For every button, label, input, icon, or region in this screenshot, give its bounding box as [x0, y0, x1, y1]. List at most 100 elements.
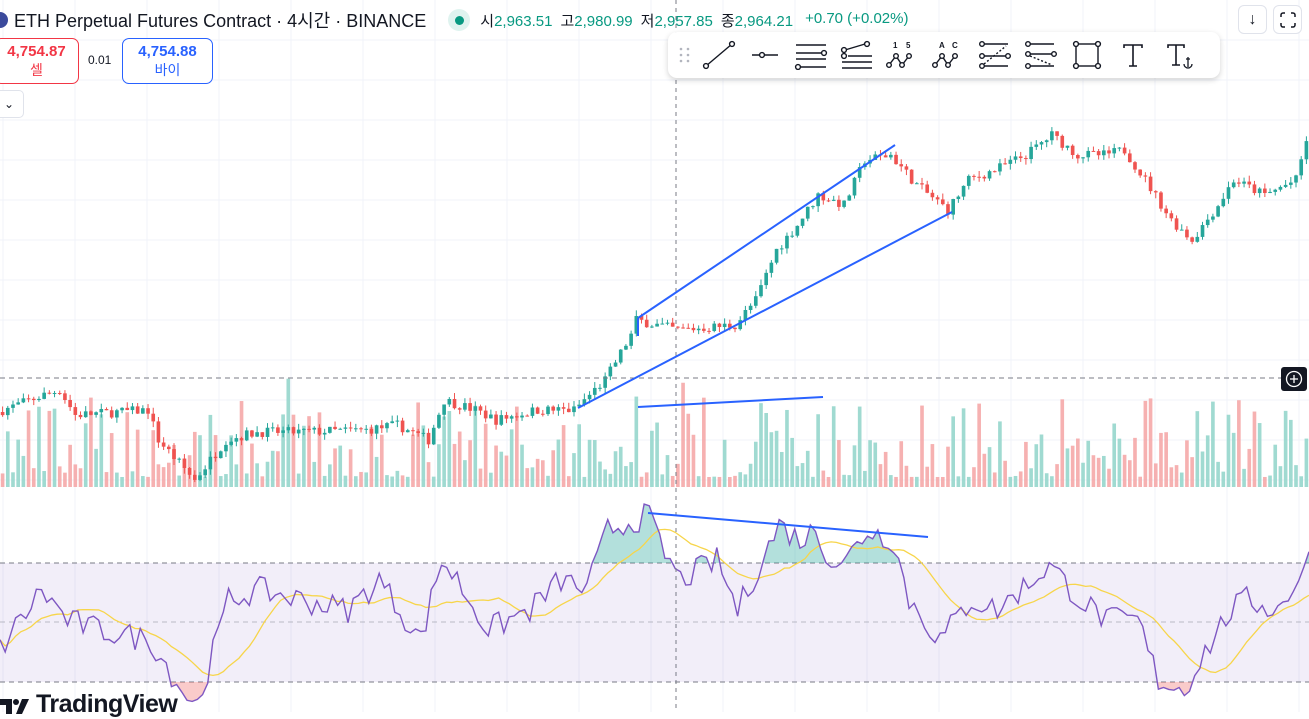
candle [426, 432, 431, 445]
drag-handle-icon[interactable] [674, 40, 696, 70]
candle [457, 408, 462, 410]
candle [556, 407, 561, 411]
volume-bar [1195, 411, 1200, 487]
sell-button[interactable]: 4,754.87 셀 [0, 38, 79, 84]
candle [925, 184, 930, 193]
volume-bar [1289, 419, 1293, 487]
collapse-button[interactable]: ⌄ [0, 90, 24, 118]
tool-text[interactable] [1110, 35, 1156, 75]
volume-bar [374, 456, 379, 487]
candle [728, 323, 732, 328]
tool-fib-retracement[interactable] [972, 35, 1018, 75]
rsi-divergence-line[interactable] [647, 512, 929, 538]
volume-bar [317, 412, 322, 487]
tool-horizontal-ray[interactable] [742, 35, 788, 75]
volume-bar [535, 458, 540, 487]
tradingview-logo[interactable]: TradingView [0, 690, 178, 719]
volume-bar [1091, 455, 1096, 487]
candle [359, 428, 363, 430]
volume-trend-line[interactable] [637, 396, 824, 408]
volume-bar [852, 445, 857, 487]
symbol-title[interactable]: ETH Perpetual Futures Contract · 4시간 · B… [14, 11, 427, 31]
open-label: 시 [480, 12, 495, 30]
fullscreen-button[interactable] [1273, 5, 1302, 34]
candle [759, 285, 763, 297]
rsi-background-band [0, 563, 1309, 682]
candle [774, 248, 779, 263]
volume-bar [411, 434, 415, 487]
candle [431, 427, 436, 445]
tool-rectangle[interactable] [1064, 35, 1110, 75]
candle [1076, 155, 1080, 159]
tool-fib-extension[interactable] [1018, 35, 1064, 75]
volume-bar [546, 475, 550, 487]
candle [613, 362, 618, 367]
volume-bar [11, 472, 15, 487]
tool-trend-line[interactable] [696, 35, 742, 75]
quantity[interactable]: 0.01 [88, 53, 112, 67]
tool-parallel-channel[interactable] [788, 35, 834, 75]
scroll-down-button[interactable]: ↓ [1238, 5, 1267, 34]
candle [63, 393, 67, 401]
regression-trend-icon [840, 40, 872, 69]
volume-bar [141, 476, 145, 487]
tool-anchored-text[interactable] [1156, 35, 1202, 75]
candle [1003, 163, 1007, 165]
candle [889, 154, 893, 158]
volume-bar [889, 475, 893, 487]
volume-bar [405, 476, 410, 487]
tool-regression-trend[interactable] [834, 35, 880, 75]
volume-bar [431, 476, 436, 487]
channel-upper-line[interactable] [637, 144, 896, 319]
volume-bar [904, 465, 909, 487]
volume-bar [1190, 457, 1194, 487]
volume-bar [774, 430, 779, 487]
volume-bar [587, 439, 592, 487]
candle [1086, 150, 1091, 158]
candle [1195, 236, 1200, 242]
candle [842, 200, 846, 207]
candle [1039, 142, 1044, 145]
volume-bar [722, 439, 727, 487]
volume-bar [21, 455, 26, 487]
volume-bar [1029, 468, 1033, 487]
candle [837, 199, 841, 207]
volume-bar [676, 463, 680, 487]
candle [1247, 181, 1252, 185]
candle [618, 349, 623, 363]
volume-bar [873, 442, 878, 487]
candle [1096, 151, 1101, 156]
volume-bar [1096, 457, 1101, 487]
volume-bar [234, 464, 239, 487]
candle [650, 326, 654, 328]
volume-bar [1263, 476, 1267, 487]
volume-bar [644, 472, 649, 487]
volume-bar [1008, 476, 1013, 487]
volume-bar [1143, 400, 1148, 487]
candle [748, 305, 753, 310]
volume-bar [229, 435, 233, 487]
volume-bar [800, 463, 805, 487]
volume-bar [192, 431, 197, 487]
drawings[interactable] [577, 144, 953, 538]
candle [1226, 187, 1231, 199]
add-price-alert-button[interactable] [1281, 367, 1307, 391]
candle [151, 413, 156, 422]
candle [234, 438, 239, 442]
candle [1050, 131, 1054, 141]
candle [966, 175, 971, 186]
candle [47, 392, 52, 394]
channel-lower-line[interactable] [577, 211, 953, 409]
buy-button[interactable]: 4,754.88 바이 [122, 38, 213, 84]
volume-bar [961, 408, 966, 487]
candle [322, 432, 327, 435]
candle [374, 425, 379, 434]
volume-bar [1127, 460, 1132, 487]
volume-bar [26, 410, 31, 487]
candle [1044, 140, 1049, 143]
candle [551, 406, 556, 411]
volume-bar [925, 466, 930, 487]
